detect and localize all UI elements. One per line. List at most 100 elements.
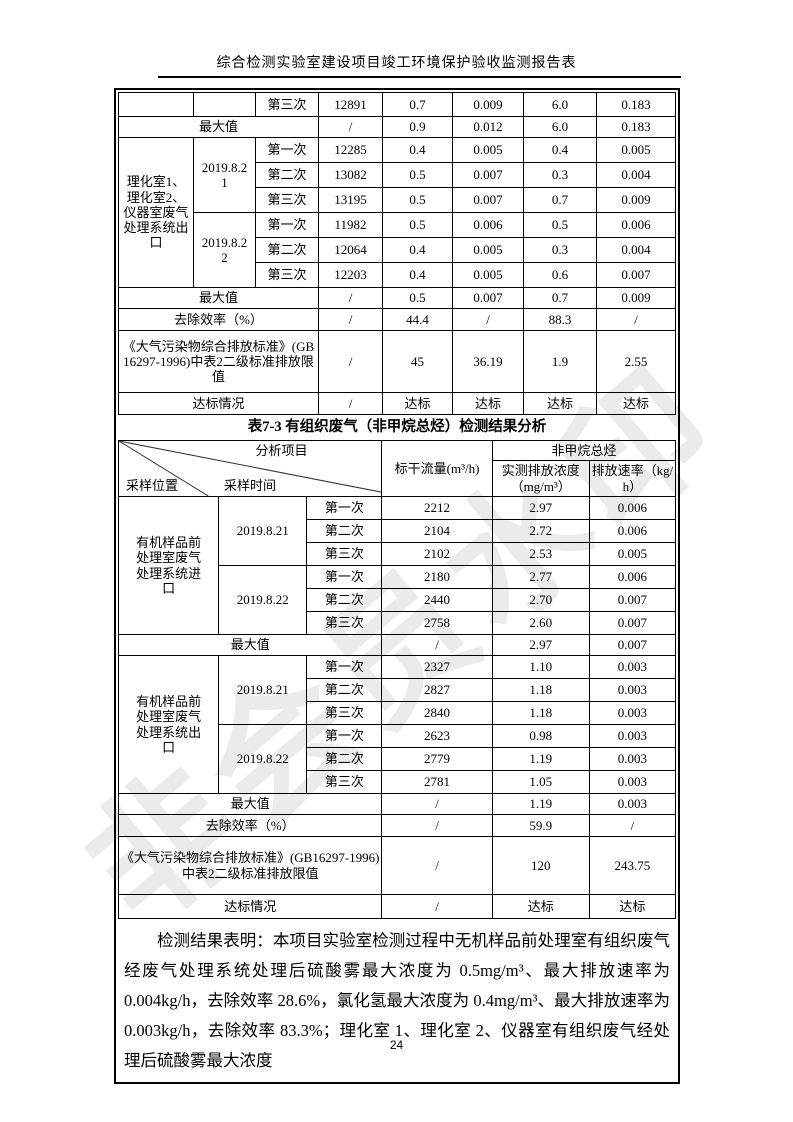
inorganic-gas-results-table: 第三次 12891 0.7 0.009 6.0 0.183 最大值 / 0.9 …	[118, 92, 676, 415]
page-header-title: 综合检测实验室建设项目竣工环境保护验收监测报告表	[216, 56, 577, 71]
table-row: 第三次 2102 2.53 0.005	[119, 542, 677, 566]
table-cell: 0.005	[588, 542, 677, 566]
table-cell: 2212	[381, 496, 493, 520]
sampling-date-cell: 2019.8.22	[193, 212, 256, 288]
table-cell: 1.05	[491, 770, 590, 794]
table-cell: 2781	[381, 770, 493, 794]
table-cell: 2827	[381, 678, 493, 702]
sampling-date-cell: 2019.8.21	[218, 655, 308, 725]
table-row: 第二次 2440 2.70 0.007	[119, 588, 677, 612]
table-cell: 0.004	[596, 237, 676, 263]
table-cell: /	[588, 814, 677, 837]
sampling-location-cell: 理化室1、理化室2、仪器室废气处理系统出口	[118, 137, 194, 288]
table-cell	[193, 92, 256, 117]
table-cell: 59.9	[491, 814, 590, 837]
table-cell: 第一次	[306, 724, 383, 748]
table-cell: /	[318, 330, 383, 393]
table-row: 第三次 12203 0.4 0.005 0.6 0.007	[119, 262, 676, 288]
table-cell: 0.003	[588, 678, 677, 702]
table-cell: 0.4	[382, 237, 453, 263]
table-cell: 0.009	[596, 187, 676, 213]
table-cell: 达标	[382, 392, 453, 415]
table-cell: 0.007	[588, 634, 677, 656]
table-cell: 0.003	[588, 770, 677, 794]
table-cell: 2102	[381, 542, 493, 566]
table-cell: 2.77	[491, 565, 590, 589]
table-cell: 12064	[318, 237, 383, 263]
table-cell: 0.003	[588, 793, 677, 815]
sampling-time-label: 采样时间	[223, 477, 276, 493]
table-cell: 12203	[318, 262, 383, 288]
table-cell: 0.006	[588, 496, 677, 520]
table-row: 第三次 2781 1.05 0.003	[119, 770, 677, 794]
table-row: 第二次 2779 1.19 0.003	[119, 747, 677, 771]
table-cell: 13082	[318, 162, 383, 188]
table-cell: 0.5	[382, 162, 453, 188]
organic-gas-results-table: 分析项目 采样位置 采样时间 标干流量(m³/h) 非甲烷总烃 实测排放浓度（m…	[117, 440, 677, 919]
table-cell: 120	[491, 836, 590, 895]
table-cell	[118, 92, 194, 117]
table-cell: 第二次	[306, 519, 383, 543]
table-cell: 0.005	[452, 137, 524, 163]
removal-efficiency-row: 去除效率（%） / 44.4 / 88.3 /	[118, 308, 676, 331]
table-cell: 2.72	[491, 519, 590, 543]
table-cell: 最大值	[117, 634, 383, 656]
table-row: 2019.8.22 第一次 11982 0.5 0.006 0.5 0.006	[119, 212, 676, 288]
table-cell: 13195	[318, 187, 383, 213]
table-cell: 2779	[381, 747, 493, 771]
table-cell: 6.0	[523, 92, 597, 117]
table-cell: 0.007	[588, 588, 677, 612]
table-cell: 1.19	[491, 793, 590, 815]
table-cell: 1.9	[523, 330, 597, 393]
result-paragraph: 检测结果表明：本项目实验室检测过程中无机样品前处理室有组织废气经废气处理系统处理…	[124, 931, 670, 1070]
sampling-location-text: 有机样品前处理室废气处理系统出口	[136, 693, 202, 755]
table-cell: 第三次	[255, 187, 319, 213]
table-cell: 第二次	[255, 162, 319, 188]
table-cell: 0.4	[382, 262, 453, 288]
table-cell: 最大值	[118, 116, 319, 138]
max-value-row: 最大值 / 1.19 0.003	[117, 793, 677, 815]
sampling-date-cell: 2019.8.22	[218, 565, 308, 635]
table-cell: 达标	[452, 392, 524, 415]
table-cell: 2758	[381, 611, 493, 635]
table-cell: 2.70	[491, 588, 590, 612]
table-cell: 2.97	[491, 496, 590, 520]
table-cell: 0.007	[588, 611, 677, 635]
rate-header-cell: 排放速率（kg/h）	[588, 460, 677, 497]
table-cell: 去除效率（%）	[117, 814, 383, 837]
table-row: 第二次 2104 2.72 0.006	[119, 519, 677, 543]
table-cell: /	[381, 836, 493, 895]
table2-caption: 表7-3 有组织废气（非甲烷总烃）检测结果分析	[247, 419, 547, 435]
max-value-row: 最大值 / 2.97 0.007	[117, 634, 677, 656]
table-cell: 88.3	[523, 308, 597, 331]
table-cell: /	[318, 287, 383, 309]
table-cell: 12891	[318, 92, 383, 117]
table-cell: 12285	[318, 137, 383, 163]
table-cell: 2623	[381, 724, 493, 748]
table-cell: 第三次	[255, 92, 319, 117]
table-cell: 第一次	[255, 137, 319, 163]
table-cell: 2.53	[491, 542, 590, 566]
table-cell: 0.006	[596, 212, 676, 238]
sampling-date-text: 2019.8.22	[201, 234, 248, 265]
table-cell: 0.3	[523, 237, 597, 263]
concentration-header-cell: 实测排放浓度（mg/m³）	[491, 460, 590, 497]
table-cell: 2327	[381, 655, 493, 679]
table-cell: 44.4	[382, 308, 453, 331]
table-cell: 第三次	[255, 262, 319, 288]
table-cell: 0.7	[382, 92, 453, 117]
table-cell: 0.004	[596, 162, 676, 188]
table-cell: 第三次	[306, 542, 383, 566]
report-frame: 第三次 12891 0.7 0.009 6.0 0.183 最大值 / 0.9 …	[114, 88, 680, 1084]
table-cell: 45	[382, 330, 453, 393]
table-cell: 达标情况	[117, 894, 383, 919]
table-cell: 0.009	[596, 287, 676, 309]
table-row: 第三次 13195 0.5 0.007 0.7 0.009	[119, 187, 676, 213]
table-cell: 0.7	[523, 187, 597, 213]
table-cell: 最大值	[117, 793, 383, 815]
table-cell: 1.10	[491, 655, 590, 679]
table-cell: 0.006	[588, 565, 677, 589]
table-cell: 6.0	[523, 116, 597, 138]
table-cell: /	[318, 308, 383, 331]
